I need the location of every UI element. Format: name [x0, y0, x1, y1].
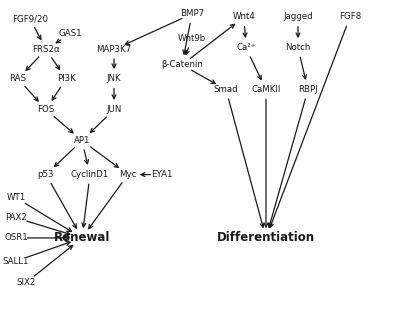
Text: WT1: WT1	[6, 193, 26, 202]
Text: Smad: Smad	[214, 85, 238, 94]
Text: Differentiation: Differentiation	[217, 231, 315, 244]
Text: Wnt4: Wnt4	[232, 12, 256, 22]
Text: PAX2: PAX2	[5, 213, 27, 222]
Text: Ca²⁺: Ca²⁺	[236, 43, 256, 53]
Text: β-Catenin: β-Catenin	[161, 60, 203, 70]
Text: JUN: JUN	[106, 105, 122, 114]
Text: SALL1: SALL1	[3, 256, 29, 266]
Text: PI3K: PI3K	[57, 74, 75, 83]
Text: Wnt9b: Wnt9b	[178, 34, 206, 43]
Text: MAP3K7: MAP3K7	[96, 45, 132, 54]
Text: EYA1: EYA1	[151, 170, 173, 179]
Text: CaMKII: CaMKII	[251, 85, 281, 94]
Text: RBPJ: RBPJ	[298, 85, 318, 94]
Text: FOS: FOS	[37, 105, 55, 114]
Text: SIX2: SIX2	[16, 278, 36, 287]
Text: FRS2α: FRS2α	[32, 45, 60, 54]
Text: FGF8: FGF8	[339, 12, 361, 22]
Text: JNK: JNK	[107, 74, 121, 83]
Text: Notch: Notch	[285, 43, 311, 53]
Text: BMP7: BMP7	[180, 9, 204, 19]
Text: Jagged: Jagged	[283, 12, 313, 22]
Text: FGF9/20: FGF9/20	[12, 14, 48, 23]
Text: OSR1: OSR1	[4, 233, 28, 243]
Text: p53: p53	[38, 170, 54, 179]
Text: AP1: AP1	[74, 136, 90, 145]
Text: Renewal: Renewal	[54, 231, 110, 244]
Text: RAS: RAS	[10, 74, 26, 83]
Text: CyclinD1: CyclinD1	[71, 170, 109, 179]
Text: Myc: Myc	[119, 170, 137, 179]
Text: GAS1: GAS1	[58, 29, 82, 39]
